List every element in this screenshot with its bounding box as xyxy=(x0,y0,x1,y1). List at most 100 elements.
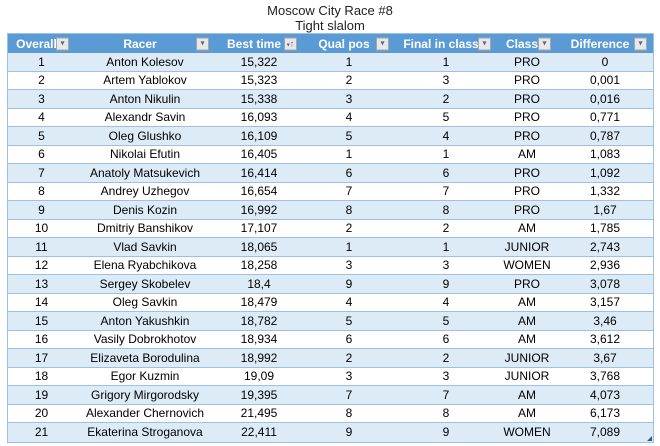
table-cell[interactable]: 16,992 xyxy=(240,202,278,217)
table-cell[interactable]: 18,4 xyxy=(247,276,271,291)
table-cell[interactable]: 15,322 xyxy=(240,54,278,69)
table-cell[interactable]: AM xyxy=(518,147,536,162)
column-header-final-in-class[interactable]: Final in class ▾ xyxy=(395,34,497,53)
table-cell[interactable]: 7 xyxy=(442,184,450,199)
table-cell[interactable]: 9 xyxy=(345,276,353,291)
table-cell[interactable]: 18,782 xyxy=(240,313,278,328)
table-cell[interactable]: 8 xyxy=(38,184,45,199)
table-cell[interactable]: AM xyxy=(518,387,536,402)
table-cell[interactable]: 4 xyxy=(442,295,450,310)
table-cell[interactable]: 5 xyxy=(442,313,450,328)
filter-dropdown-button[interactable]: ▾ xyxy=(634,37,647,50)
table-cell[interactable]: 3,46 xyxy=(593,313,617,328)
table-cell[interactable]: 6,173 xyxy=(589,406,621,421)
table-cell[interactable]: 6 xyxy=(345,165,353,180)
table-cell[interactable]: 16,414 xyxy=(240,165,278,180)
table-cell[interactable]: PRO xyxy=(513,110,540,125)
table-cell[interactable]: Elizaveta Borodulina xyxy=(90,350,200,365)
table-cell[interactable]: 2 xyxy=(38,73,45,88)
table-cell[interactable]: 0 xyxy=(601,54,609,69)
table-cell[interactable]: Andrey Uzhegov xyxy=(100,184,190,199)
table-cell[interactable]: 0,001 xyxy=(589,73,621,88)
table-cell[interactable]: 18,479 xyxy=(240,295,278,310)
table-cell[interactable]: Nikolai Efutin xyxy=(109,147,181,162)
table-cell[interactable]: 5 xyxy=(345,128,353,143)
table-cell[interactable]: Anton Kolesov xyxy=(106,54,184,69)
table-cell[interactable]: 3 xyxy=(345,91,353,106)
table-cell[interactable]: Anatoly Matsukevich xyxy=(89,165,201,180)
table-cell[interactable]: Alexandr Savin xyxy=(104,110,186,125)
filter-dropdown-button[interactable]: ▾ xyxy=(196,37,209,50)
table-cell[interactable]: Sergey Skobelev xyxy=(99,276,191,291)
table-cell[interactable]: 7 xyxy=(345,184,353,199)
table-cell[interactable]: 4 xyxy=(345,295,353,310)
table-cell[interactable]: 19 xyxy=(34,387,49,402)
table-cell[interactable]: 1 xyxy=(38,54,45,69)
table-cell[interactable]: 21,495 xyxy=(240,406,278,421)
table-cell[interactable]: Anton Yakushkin xyxy=(100,313,190,328)
table-cell[interactable]: JUNIOR xyxy=(504,350,550,365)
table-cell[interactable]: 9 xyxy=(345,425,353,440)
table-cell[interactable]: AM xyxy=(518,332,536,347)
column-header-difference[interactable]: Difference ▾ xyxy=(557,34,653,53)
table-cell[interactable]: Elena Ryabchikova xyxy=(93,258,197,273)
column-header-class[interactable]: Class ▾ xyxy=(497,34,557,53)
table-cell[interactable]: AM xyxy=(518,221,536,236)
table-cell[interactable]: PRO xyxy=(513,165,540,180)
table-cell[interactable]: AM xyxy=(518,313,536,328)
filter-dropdown-button[interactable]: ▾ xyxy=(56,37,69,50)
table-cell[interactable]: 22,411 xyxy=(241,425,277,440)
table-cell[interactable]: Vlad Savkin xyxy=(113,239,177,254)
table-cell[interactable]: Grigory Mirgorodsky xyxy=(90,387,200,402)
table-cell[interactable]: 7 xyxy=(345,387,353,402)
table-cell[interactable]: 15 xyxy=(34,313,49,328)
table-cell[interactable]: WOMEN xyxy=(503,425,551,440)
table-cell[interactable]: 4,073 xyxy=(589,387,621,402)
table-cell[interactable]: PRO xyxy=(513,202,540,217)
table-cell[interactable]: 14 xyxy=(34,295,49,310)
table-cell[interactable]: 16,654 xyxy=(240,184,278,199)
table-cell[interactable]: 8 xyxy=(345,406,353,421)
filter-dropdown-button[interactable]: ▾ xyxy=(478,37,491,50)
table-cell[interactable]: 1 xyxy=(345,239,353,254)
table-cell[interactable]: 2 xyxy=(345,350,353,365)
table-cell[interactable]: 8 xyxy=(442,202,450,217)
table-cell[interactable]: 2 xyxy=(345,221,353,236)
table-cell[interactable]: 4 xyxy=(442,128,450,143)
table-cell[interactable]: 3 xyxy=(442,73,450,88)
table-cell[interactable]: 15,338 xyxy=(240,91,278,106)
table-cell[interactable]: Vasily Dobrokhotov xyxy=(93,332,197,347)
table-cell[interactable]: 9 xyxy=(38,202,45,217)
table-cell[interactable]: PRO xyxy=(513,54,540,69)
filter-dropdown-button[interactable]: ▾ xyxy=(376,37,389,50)
table-cell[interactable]: 1,785 xyxy=(589,221,621,236)
table-cell[interactable]: 19,395 xyxy=(240,387,278,402)
table-cell[interactable]: 3 xyxy=(345,258,353,273)
table-cell[interactable]: 2 xyxy=(442,91,450,106)
table-cell[interactable]: 3 xyxy=(442,258,450,273)
table-cell[interactable]: 5 xyxy=(38,128,45,143)
table-cell[interactable]: 10 xyxy=(34,221,49,236)
table-cell[interactable]: 12 xyxy=(34,258,49,273)
table-cell[interactable]: 16,093 xyxy=(240,110,278,125)
table-cell[interactable]: 20 xyxy=(34,406,49,421)
table-cell[interactable]: Denis Kozin xyxy=(112,202,178,217)
table-cell[interactable]: PRO xyxy=(513,276,540,291)
table-cell[interactable]: 17,107 xyxy=(240,221,278,236)
table-cell[interactable]: Egor Kuzmin xyxy=(110,369,180,384)
table-cell[interactable]: 5 xyxy=(442,110,450,125)
table-cell[interactable]: 16,109 xyxy=(240,128,278,143)
table-cell[interactable]: JUNIOR xyxy=(504,369,550,384)
table-cell[interactable]: 18 xyxy=(34,369,49,384)
table-cell[interactable]: PRO xyxy=(513,73,540,88)
table-cell[interactable]: 16 xyxy=(34,332,49,347)
table-cell[interactable]: Alexander Chernovich xyxy=(85,406,205,421)
table-cell[interactable]: 1 xyxy=(345,147,353,162)
table-resize-handle-icon[interactable] xyxy=(647,435,652,441)
table-cell[interactable]: 2,936 xyxy=(589,258,621,273)
table-cell[interactable]: 2 xyxy=(442,221,450,236)
table-cell[interactable]: 1 xyxy=(442,239,450,254)
table-cell[interactable]: 17 xyxy=(34,350,49,365)
table-cell[interactable]: 5 xyxy=(345,313,353,328)
column-header-qual-pos[interactable]: Qual pos ▾ xyxy=(303,34,395,53)
